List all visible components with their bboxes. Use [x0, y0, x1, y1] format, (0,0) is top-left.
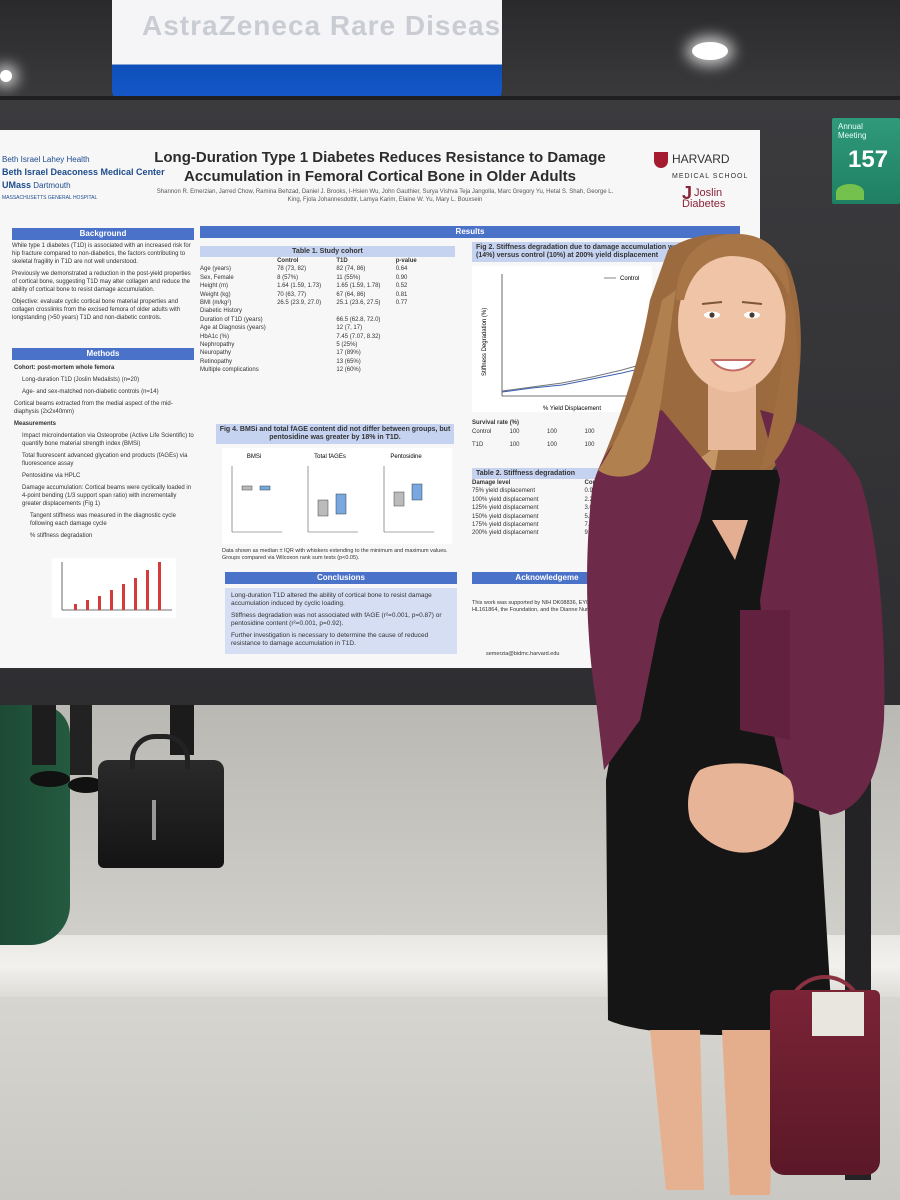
survival-row-t1d: T1D 100 100 100 [472, 442, 595, 448]
fig4-panel-fages: Total fAGEs [314, 454, 346, 460]
table1-row: Neuropathy 17 (89%) [200, 350, 361, 357]
institution-logos: Beth Israel Lahey Health Beth Israel Dea… [2, 154, 165, 204]
background-text: While type 1 diabetes (T1D) is associate… [12, 243, 191, 321]
black-bag [98, 734, 224, 868]
bag-strap [152, 800, 156, 840]
table1-row: Age (years) 78 (73, 82) 82 (74, 86) 0.64 [200, 266, 408, 273]
fig4-boxplots: BMSi Total fAGEs Pentosidine [222, 448, 452, 544]
fig4-panel-pentosidine: Pentosidine [390, 454, 422, 460]
fig2-xlabel: % Yield Displacement [543, 406, 601, 412]
acknowledgements-text: This work was supported by NIH DK08836, … [472, 600, 609, 613]
section-header-methods: Methods [12, 348, 194, 360]
table1-row: BMI (m/kg²) 26.5 (23.9, 27.0) 25.1 (23.6, … [200, 300, 408, 307]
table1-row: HbA1c (%) 7.45 (7.07, 8.32) [200, 333, 381, 340]
poster-title: Long-Duration Type 1 Diabetes Reduces Re… [154, 149, 606, 185]
table1-row: Diabetic History [200, 308, 243, 315]
protocol-bar [122, 584, 125, 610]
loading-protocol-chart [52, 558, 176, 618]
table1-header: Control T1D p-value [277, 258, 417, 264]
bag-handle [130, 734, 190, 769]
contact-email: semerzia@bidmc.harvard.edu [486, 651, 560, 657]
purse-paper [812, 992, 864, 1036]
section-header-results: Results [200, 226, 740, 238]
table-study-cohort: Table 1. Study cohort Control T1D p-value … [200, 246, 455, 375]
leaf-graphic [836, 184, 864, 200]
fig2-ylabel: Stiffness Degradation (%) [482, 308, 488, 376]
table1-row: Age at Diagnosis (years) 12 (7, 17) [200, 325, 363, 332]
legs [650, 1030, 704, 1190]
table1-row: Weight (kg) 70 (63, 77) 67 (64, 86) 0.81 [200, 291, 408, 298]
blazer-left [587, 410, 712, 770]
section-header-acknowledgements: Acknowledgeme [472, 572, 622, 584]
table1-row: Multiple complications 12 (60%) [200, 367, 361, 374]
clasped-hands [688, 763, 794, 853]
ceiling-light-left [0, 70, 12, 82]
board-number-tag: Annual Meeting 157 [832, 118, 900, 204]
protocol-bar [74, 604, 77, 610]
hair-front [676, 233, 790, 300]
fig2-legend-control: Control [620, 276, 639, 282]
section-header-background: Background [12, 228, 194, 240]
protocol-bar [158, 562, 161, 610]
joslin-logo: J Joslin Diabetes [682, 183, 726, 210]
logo-mgh: MASSACHUSETTS GENERAL HOSPITAL [2, 195, 98, 201]
ceiling-light-right [692, 42, 728, 60]
table1-row: Sex, Female 8 (57%) 11 (55%) 0.90 [200, 274, 408, 281]
section-header-conclusions: Conclusions [225, 572, 457, 584]
conclusions-box: Long-duration T1D altered the ability of… [225, 588, 457, 654]
logo-bidmc-parent: Beth Israel Lahey Health [2, 155, 90, 164]
table1-row: Nephropathy 5 (25%) [200, 342, 358, 349]
board-number-label: Annual Meeting [838, 122, 867, 140]
logo-umass: UMass Dartmouth [2, 180, 71, 190]
protocol-bar [86, 600, 89, 610]
protocol-bar [146, 570, 149, 610]
exhibitor-banner: AstraZeneca Rare Disease [112, 0, 502, 104]
fig4-caption: Data shown as median ± IQR with whiskers… [222, 548, 448, 561]
poster-authors: Shannon R. Emerzian, Jarred Chow, Ramina… [156, 189, 614, 203]
survival-table: Survival rate (%) Control 100 100 100 T1D 10… [472, 420, 622, 452]
harvard-shield-icon [654, 152, 668, 168]
table2-caption: Table 2. Stiffness degradation [472, 468, 622, 479]
methods-text: Cohort: post-mortem whole femora Long-du… [14, 365, 194, 539]
table1-row: Duration of T1D (years) 66.5 (62.8, 72.0) [200, 316, 381, 323]
protocol-bar [98, 596, 101, 610]
logo-bidmc: Beth Israel Deaconess Medical Center [2, 167, 165, 177]
table1-caption: Table 1. Study cohort [200, 246, 455, 257]
banner-text: AstraZeneca Rare Disease [142, 10, 502, 41]
table1-row: Height (m) 1.64 (1.59, 1.73) 1.65 (1.59, 1… [200, 283, 408, 290]
background-legs [30, 705, 194, 793]
table2-header: Damage level Contr [472, 480, 601, 486]
survival-row-control: Control 100 100 100 [472, 429, 595, 435]
fig4-panel-bmsi: BMSi [247, 454, 261, 460]
blazer-right [760, 410, 885, 815]
face [678, 252, 786, 392]
fig4-title: Fig 4. BMSi and total fAGE content did n… [216, 424, 454, 444]
table1-row: Retinopathy 13 (65%) [200, 358, 361, 365]
fig2-line-control [501, 362, 648, 392]
survival-header: Survival rate (%) [472, 420, 520, 426]
harvard-logo: HARVARD MEDICAL SCHOOL [654, 152, 748, 183]
protocol-bar [110, 590, 113, 610]
fig2-line-t1d [501, 366, 648, 393]
board-number: 157 [848, 146, 889, 173]
protocol-bar [134, 578, 137, 610]
